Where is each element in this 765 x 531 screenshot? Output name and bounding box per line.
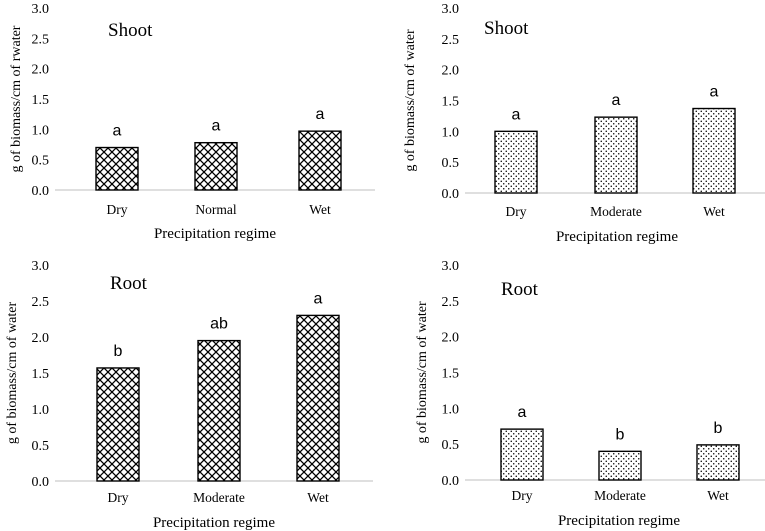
chart-panel-4: 0.0 0.5 1.0 1.5 2.0 2.5 3.0 a Dry b Moderate b Wet Ro… [415, 259, 765, 529]
x-axis-label: Precipitation regime [558, 513, 680, 529]
significance-label: ab [210, 316, 228, 333]
y-tick-label: 1.0 [32, 403, 50, 418]
chart-title: Root [501, 279, 539, 300]
y-tick-label: 0.0 [442, 187, 460, 202]
y-tick-label: 2.0 [32, 63, 50, 78]
chart-title: Shoot [108, 20, 153, 41]
y-tick-label: 0.5 [442, 438, 460, 453]
y-tick-label: 0.5 [32, 154, 50, 169]
y-tick-label: 3.0 [442, 259, 460, 274]
category-label: Dry [108, 490, 129, 505]
significance-label: a [612, 92, 621, 109]
x-axis-label: Precipitation regime [154, 226, 276, 242]
y-tick-label: 1.5 [32, 93, 50, 108]
significance-label: a [518, 404, 527, 421]
category-label: Wet [707, 488, 729, 503]
category-label: Moderate [594, 488, 646, 503]
y-tick-label: 0.0 [32, 184, 50, 199]
y-tick-label: 2.5 [32, 295, 50, 310]
y-tick-label: 1.5 [442, 367, 460, 382]
y-tick-label: 0.5 [32, 439, 50, 454]
y-tick-label: 2.0 [442, 331, 460, 346]
y-tick-label: 1.0 [442, 125, 460, 140]
y-tick-label: 2.5 [442, 295, 460, 310]
y-tick-label: 0.0 [442, 474, 460, 489]
significance-label: a [212, 118, 221, 135]
y-tick-label: 1.5 [442, 95, 460, 110]
bar-dry [95, 146, 139, 191]
bar-wet [692, 107, 736, 194]
bar-dry [494, 130, 538, 194]
bar-wet [298, 130, 342, 191]
y-tick-label: 0.5 [442, 156, 460, 171]
x-axis-label: Precipitation regime [153, 515, 275, 531]
significance-label: a [113, 123, 122, 140]
y-tick-label: 3.0 [32, 2, 50, 17]
bar-dry [96, 367, 140, 482]
x-axis-label: Precipitation regime [556, 229, 678, 245]
y-tick-label: 3.0 [32, 259, 50, 274]
y-axis-label: g of biomass/cm of water [403, 29, 418, 172]
bar-moderate [598, 450, 642, 481]
category-label: Moderate [590, 204, 642, 219]
y-tick-label: 2.0 [442, 64, 460, 79]
chart-title: Root [110, 273, 148, 294]
significance-label: b [114, 343, 123, 360]
significance-label: a [512, 106, 521, 123]
significance-label: a [316, 106, 325, 123]
chart-panel-1: 0.0 0.5 1.0 1.5 2.0 2.5 3.0 a Dry a Normal a Wet Shoo… [9, 2, 375, 242]
significance-label: b [714, 420, 723, 437]
bar-moderate [594, 116, 638, 194]
significance-label: a [314, 290, 323, 307]
significance-label: a [710, 84, 719, 101]
bar-dry [500, 428, 544, 481]
y-tick-label: 1.5 [32, 367, 50, 382]
category-label: Dry [506, 204, 527, 219]
category-label: Normal [195, 202, 236, 217]
category-label: Moderate [193, 490, 245, 505]
category-label: Wet [307, 490, 329, 505]
bar-normal [194, 141, 238, 191]
bar-wet [296, 314, 340, 482]
y-tick-label: 2.0 [32, 331, 50, 346]
chart-panel-3: 0.0 0.5 1.0 1.5 2.0 2.5 3.0 b Dry ab Moderate a Wet R… [5, 259, 373, 531]
significance-label: b [616, 426, 625, 443]
category-label: Dry [107, 202, 128, 217]
category-label: Wet [309, 202, 331, 217]
y-axis-label: g of biomass/cm of rwater [9, 25, 24, 172]
y-axis-label: g of biomass/cm of water [5, 302, 20, 445]
category-label: Dry [512, 488, 533, 503]
y-tick-label: 1.0 [442, 402, 460, 417]
y-tick-label: 3.0 [442, 2, 460, 17]
chart-title: Shoot [484, 18, 529, 39]
y-tick-label: 0.0 [32, 475, 50, 490]
y-axis-label: g of biomass/cm of water [415, 301, 430, 444]
bar-moderate [197, 339, 241, 482]
bar-wet [696, 444, 740, 481]
y-tick-label: 1.0 [32, 123, 50, 138]
y-tick-label: 2.5 [442, 33, 460, 48]
y-tick-label: 2.5 [32, 32, 50, 47]
category-label: Wet [703, 204, 725, 219]
chart-panel-2: 0.0 0.5 1.0 1.5 2.0 2.5 3.0 a Dry a Moderate a Wet Sh… [403, 2, 765, 245]
